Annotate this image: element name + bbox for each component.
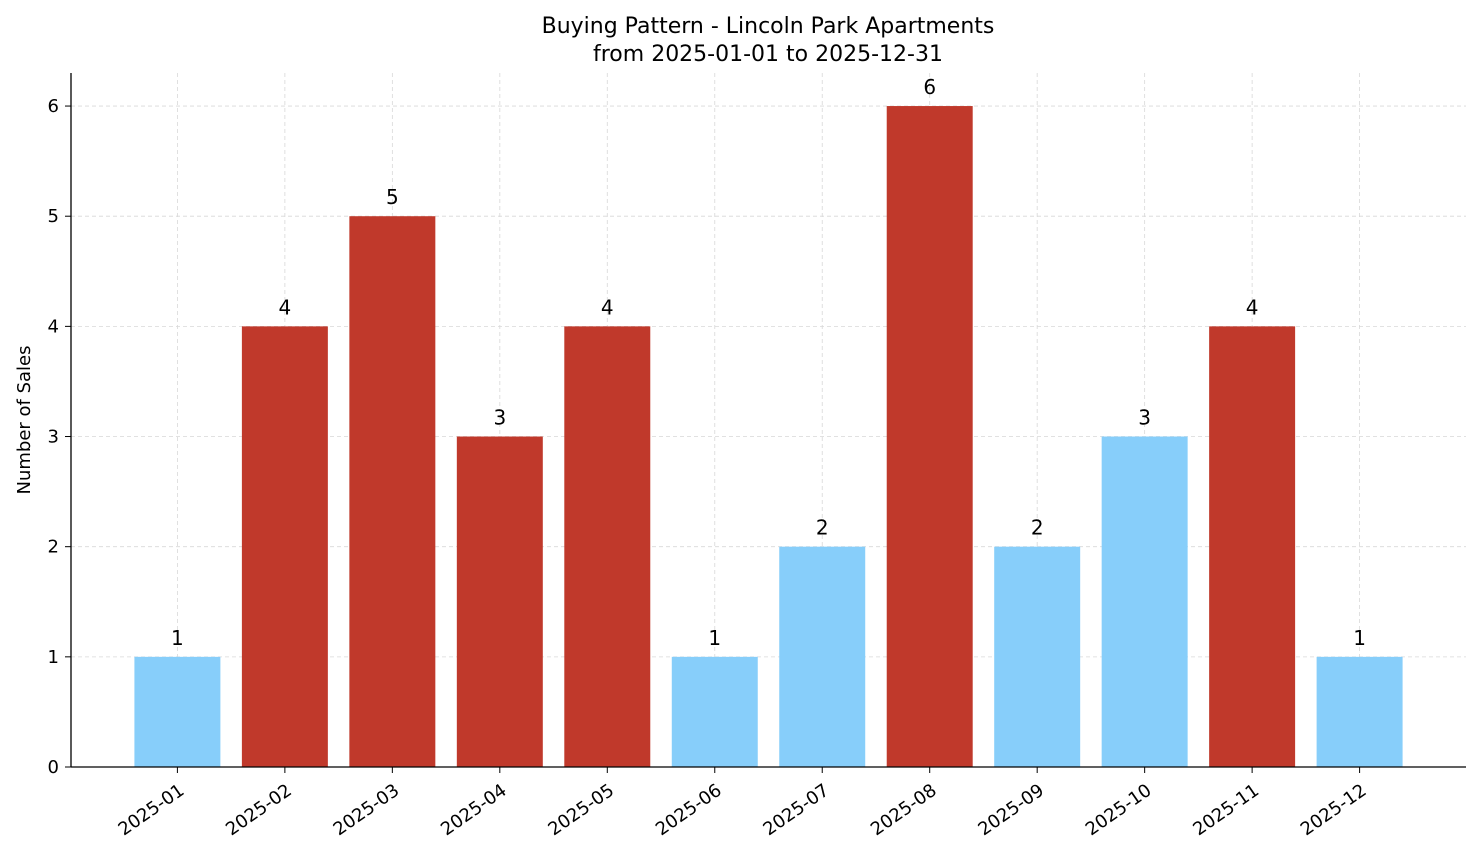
- x-tick-label: 2025-12: [1297, 780, 1371, 840]
- data-label: 3: [1138, 406, 1151, 430]
- y-axis-label: Number of Sales: [14, 345, 35, 494]
- bar-2025-01: [134, 656, 221, 767]
- data-label: 4: [1246, 295, 1259, 319]
- x-tick-label: 2025-04: [437, 780, 511, 840]
- data-labels: 1 4 5 3 4 1 2 6 2 3 4 1: [171, 75, 1366, 650]
- x-tick-label: 2025-10: [1082, 780, 1156, 840]
- x-tick-label: 2025-08: [867, 780, 941, 840]
- data-label: 4: [601, 295, 614, 319]
- bar-2025-02: [241, 326, 328, 767]
- x-tick-label: 2025-06: [652, 780, 726, 840]
- data-label: 1: [171, 626, 184, 650]
- y-tick-label: 1: [48, 647, 59, 668]
- chart-subtitle: from 2025-01-01 to 2025-12-31: [593, 42, 943, 67]
- y-tick-label: 2: [48, 537, 59, 558]
- x-tick-label: 2025-09: [974, 780, 1048, 840]
- bar-2025-10: [1101, 436, 1188, 767]
- data-label: 4: [279, 295, 292, 319]
- bar-2025-03: [349, 216, 436, 767]
- data-label: 3: [493, 406, 506, 430]
- x-tick-label: 2025-02: [222, 780, 296, 840]
- x-tick-label: 2025-05: [544, 780, 618, 840]
- data-label: 2: [1031, 516, 1044, 540]
- x-tick-label: 2025-01: [115, 780, 189, 840]
- data-label: 2: [816, 516, 829, 540]
- data-label: 1: [1353, 626, 1366, 650]
- y-tick-label: 5: [48, 206, 59, 227]
- y-tick-label: 3: [48, 427, 59, 448]
- x-tick-label: 2025-11: [1189, 780, 1263, 840]
- y-tick-label: 6: [48, 96, 59, 117]
- data-label: 5: [386, 185, 399, 209]
- bar-2025-05: [564, 326, 651, 767]
- bar-2025-11: [1209, 326, 1296, 767]
- bar-2025-08: [886, 106, 973, 768]
- x-tick-label: 2025-03: [330, 780, 404, 840]
- bar-2025-06: [671, 656, 758, 767]
- y-tick-label: 4: [48, 316, 59, 337]
- y-tick-label: 0: [48, 757, 59, 778]
- bar-2025-09: [994, 546, 1081, 767]
- x-tick-label: 2025-07: [759, 780, 833, 840]
- bar-2025-04: [456, 436, 543, 767]
- bar-2025-12: [1316, 656, 1403, 767]
- data-label: 1: [708, 626, 721, 650]
- chart-title: Buying Pattern - Lincoln Park Apartments: [542, 14, 995, 39]
- bars: [134, 106, 1403, 768]
- bar-2025-07: [779, 546, 866, 767]
- data-label: 6: [923, 75, 936, 99]
